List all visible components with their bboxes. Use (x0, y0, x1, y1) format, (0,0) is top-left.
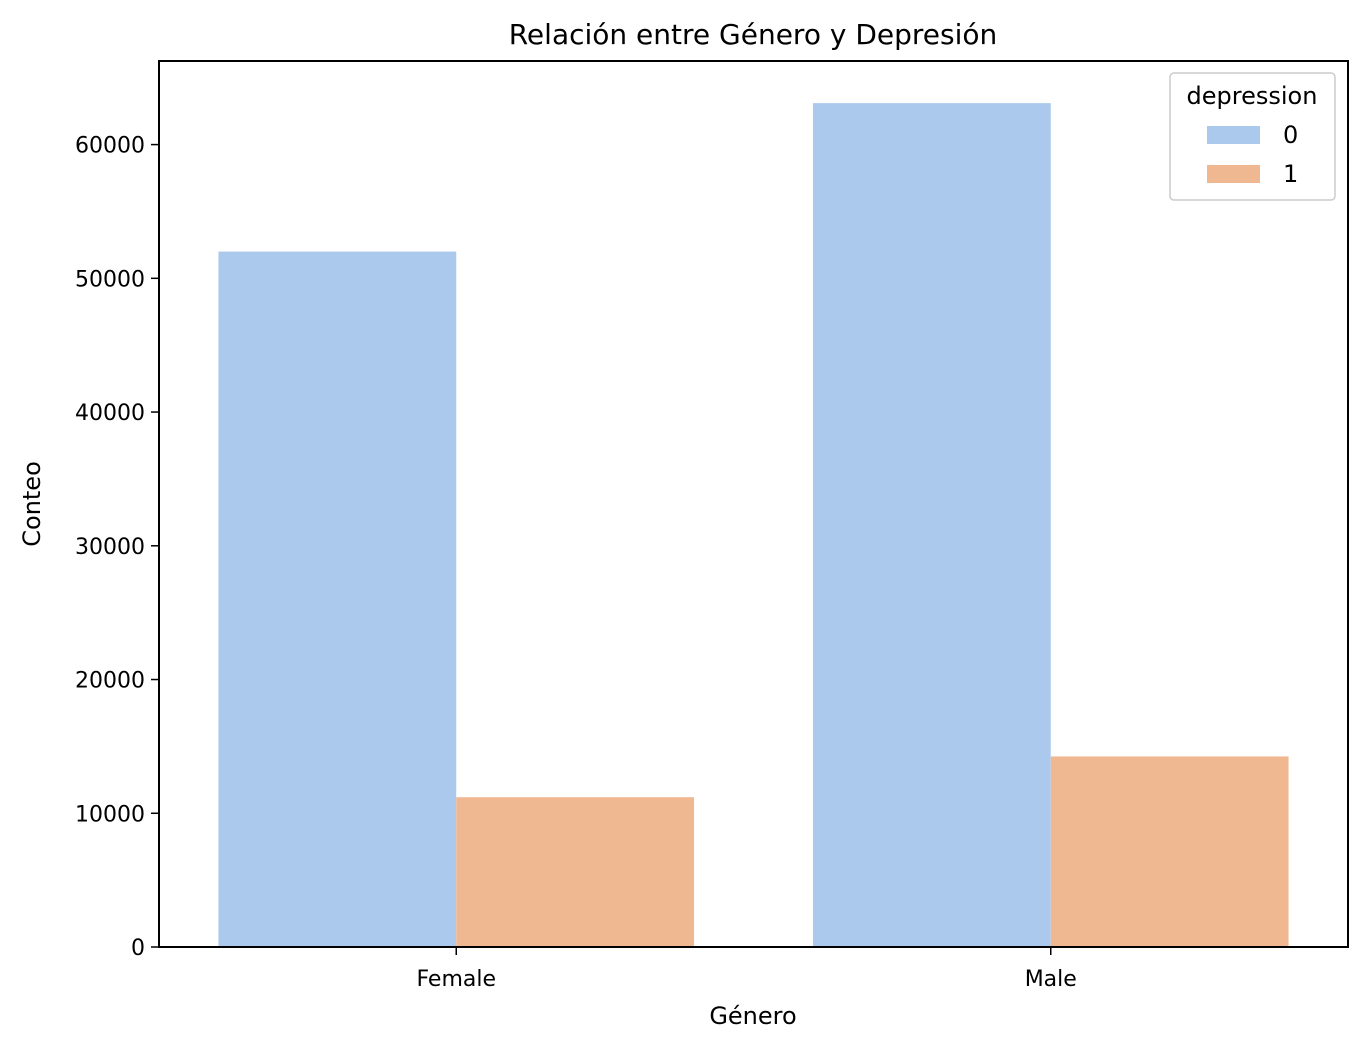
bar-female-series-1 (456, 797, 695, 947)
bar-male-series-1 (1050, 756, 1289, 947)
legend-swatch-1 (1207, 165, 1260, 183)
legend-label-0: 0 (1283, 121, 1298, 149)
y-tick-label: 60000 (75, 134, 145, 159)
y-tick-label: 0 (131, 936, 145, 961)
x-tick-label: Female (416, 967, 496, 992)
legend-title: depression (1187, 82, 1318, 110)
y-tick-label: 30000 (75, 535, 145, 560)
y-tick-label: 20000 (75, 669, 145, 694)
y-tick-label: 40000 (75, 401, 145, 426)
bars-group (218, 103, 1289, 948)
chart-title: Relación entre Género y Depresión (509, 18, 998, 51)
x-axis: Female Male (416, 947, 1077, 992)
y-axis-label: Conteo (18, 461, 46, 547)
legend-label-1: 1 (1283, 160, 1298, 188)
y-axis: 0 10000 20000 30000 40000 50000 60000 (75, 134, 159, 961)
legend-swatch-0 (1207, 126, 1260, 144)
x-axis-label: Género (709, 1002, 796, 1030)
plot-frame (158, 60, 1349, 948)
y-tick-label: 10000 (75, 802, 145, 827)
x-tick-label: Male (1025, 967, 1077, 992)
y-tick-label: 50000 (75, 267, 145, 292)
bar-female-series-0 (218, 251, 457, 947)
bar-male-series-0 (812, 103, 1051, 948)
legend: depression 0 1 (1169, 72, 1336, 201)
